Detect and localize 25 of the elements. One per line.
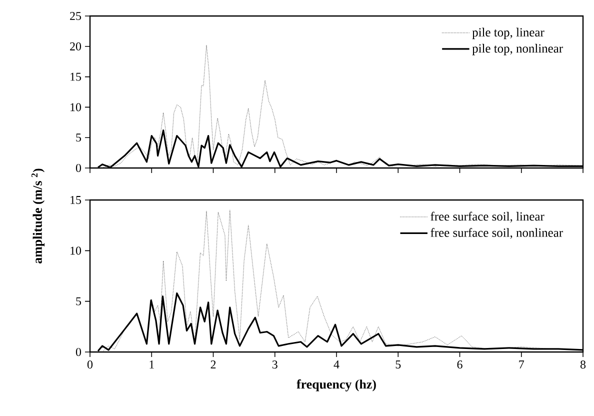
- y-tick-label: 20: [70, 42, 82, 50]
- x-tick-label: 0: [87, 360, 93, 369]
- x-tick-label: 1: [150, 360, 154, 368]
- y-tick-label: 15: [70, 196, 82, 204]
- x-tick-label: 4: [334, 360, 340, 368]
- x-tick-label: 3: [272, 360, 278, 369]
- y-axis-title: amplitude (m/s $^{2}$): [31, 168, 45, 264]
- x-tick-label: 8: [580, 360, 586, 369]
- legend-label: pile top, linear: [472, 28, 544, 40]
- y-tick-label: 10: [70, 103, 82, 112]
- x-axis-title: frequency (hz): [296, 379, 376, 392]
- x-tick-label: 2: [210, 360, 216, 368]
- y-tick-label: 0: [76, 164, 82, 172]
- y-tick-label: 5: [76, 134, 82, 142]
- y-tick-label: 10: [70, 246, 82, 255]
- legend-label: free surface soil, linear: [430, 212, 544, 222]
- legend-label: free surface soil, nonlinear: [430, 228, 563, 239]
- y-tick-label: 5: [76, 297, 82, 306]
- y-tick-label: 15: [70, 72, 82, 81]
- legend-label: pile top, nonlinear: [472, 44, 563, 56]
- x-tick-label: 5: [396, 360, 401, 368]
- x-tick-label: 7: [519, 360, 524, 368]
- y-tick-label: 0: [76, 348, 82, 356]
- x-tick-label: 6: [457, 360, 462, 369]
- y-tick-label: 25: [70, 12, 82, 20]
